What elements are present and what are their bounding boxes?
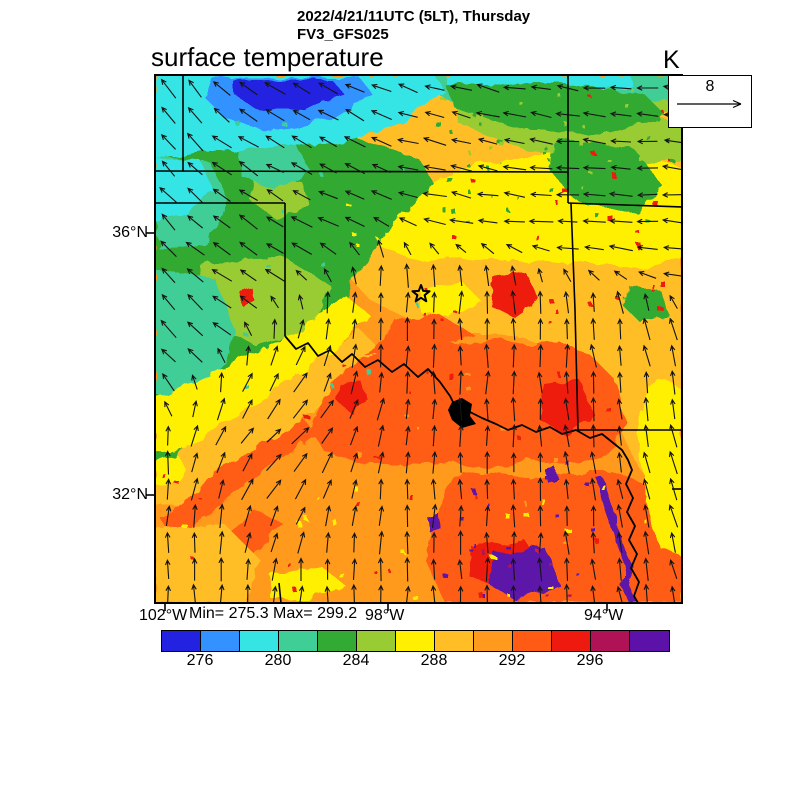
lat-label-32n: 32°N xyxy=(112,486,148,503)
lon-label-98w: 98°W xyxy=(365,607,405,624)
colorbar xyxy=(161,630,670,652)
colorbar-segment xyxy=(591,631,630,651)
lon-label-102w: 102°W xyxy=(139,607,188,624)
colorbar-tick-label: 284 xyxy=(342,652,370,669)
map-frame xyxy=(154,74,683,604)
colorbar-tick-label: 296 xyxy=(576,652,604,669)
field-speckles xyxy=(163,86,676,600)
colorbar-segment xyxy=(630,631,669,651)
colorbar-segment xyxy=(318,631,357,651)
colorbar-tick-label: 288 xyxy=(420,652,448,669)
header-datetime: 2022/4/21/11UTC (5LT), Thursday xyxy=(297,8,531,25)
lat-label-36n: 36°N xyxy=(112,224,148,241)
axis-ticks xyxy=(146,232,608,611)
colorbar-tick-label: 292 xyxy=(498,652,526,669)
station-marker-star xyxy=(411,284,431,303)
reference-vector-box: 8 xyxy=(668,75,752,128)
map-clip-group xyxy=(156,76,681,602)
plot-title: surface temperature xyxy=(151,42,384,72)
colorbar-segment xyxy=(162,631,201,651)
colorbar-segment xyxy=(201,631,240,651)
lon-label-94w: 94°W xyxy=(584,607,624,624)
lake-texoma-blob xyxy=(448,398,476,428)
wind-vectors xyxy=(159,78,681,602)
colorbar-segment xyxy=(357,631,396,651)
colorbar-segment xyxy=(552,631,591,651)
reference-arrow-icon xyxy=(677,99,742,109)
temperature-field xyxy=(156,76,681,602)
units-label: K xyxy=(663,46,680,74)
colorbar-tick-label: 280 xyxy=(264,652,292,669)
colorbar-segment xyxy=(435,631,474,651)
colorbar-segment xyxy=(279,631,318,651)
colorbar-segment xyxy=(240,631,279,651)
colorbar-segment xyxy=(513,631,552,651)
colorbar-segment xyxy=(474,631,513,651)
reference-vector-value: 8 xyxy=(705,78,715,95)
colorbar-tick-label: 276 xyxy=(186,652,214,669)
header-model: FV3_GFS025 xyxy=(297,26,389,43)
minmax-stats: Min= 275.3 Max= 299.2 xyxy=(189,605,358,622)
colorbar-segment xyxy=(396,631,435,651)
